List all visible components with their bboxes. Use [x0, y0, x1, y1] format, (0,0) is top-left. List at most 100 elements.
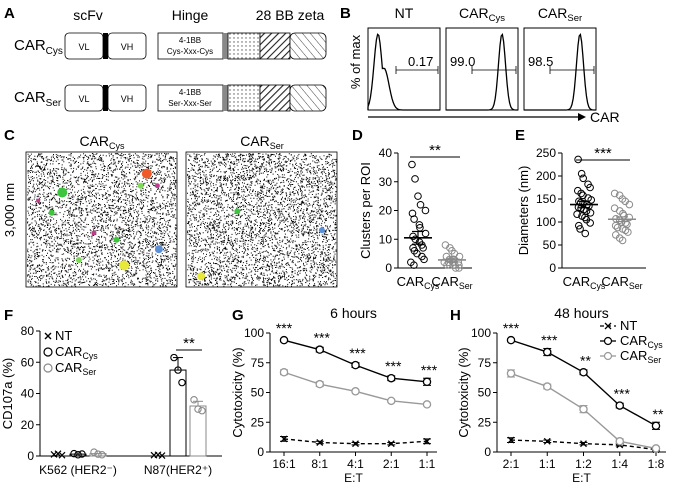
construct-name: CAR — [14, 37, 46, 54]
localization-points-ser — [187, 153, 337, 287]
data-point — [574, 155, 582, 164]
data-point — [574, 221, 583, 230]
panel-letter-g: G — [232, 307, 244, 324]
histogram-title: NT — [395, 5, 414, 21]
y-tick-label: 40 — [379, 146, 393, 160]
data-point — [581, 213, 589, 222]
data-point — [618, 236, 627, 245]
vh-label: VH — [121, 94, 134, 104]
histogram-title: CARSer — [538, 5, 583, 24]
x-tick-label: 1:4 — [611, 457, 628, 471]
x-category-label: CARCys — [397, 274, 440, 291]
y-tick-label: 50 — [478, 386, 492, 400]
y-axis-label: CD107a (%) — [0, 358, 15, 430]
data-point-x — [507, 436, 515, 444]
legend-marker — [604, 322, 612, 330]
cluster-marker — [91, 230, 97, 236]
histogram-frame — [367, 27, 441, 111]
histogram-ylabel: % of max — [348, 34, 363, 89]
panel-letter-c: C — [4, 127, 15, 144]
data-point-x — [352, 440, 359, 448]
data-point — [651, 444, 661, 453]
data-point — [279, 335, 289, 345]
4-1bb-domain — [259, 32, 291, 60]
image-title-sub: Ser — [270, 141, 284, 151]
data-point — [421, 229, 430, 238]
panel-e: E 0 50 100 150 200 250 Diameters (nm) CARCysCAR… — [515, 127, 646, 291]
bar — [169, 369, 187, 457]
significance-label: ** — [429, 142, 441, 159]
data-point — [577, 189, 586, 198]
data-point — [586, 219, 594, 227]
histogram-xlabel: CAR — [590, 109, 620, 125]
header-hinge: Hinge — [172, 7, 209, 23]
data-point — [351, 360, 360, 370]
y-tick-label: 60 — [21, 355, 35, 369]
data-point — [625, 200, 634, 209]
gate-percent: 0.17 — [408, 54, 433, 69]
construct-car-cys: CARCys VL VH 4-1BB Cys-Xxx-Cys — [14, 32, 327, 60]
data-point — [74, 450, 82, 459]
data-point — [422, 400, 432, 409]
data-point — [98, 450, 106, 459]
cluster-marker — [154, 183, 160, 189]
legend-label-base: CAR — [55, 344, 82, 359]
cluster-marker — [75, 257, 82, 263]
y-tick-label: 200 — [536, 169, 556, 183]
data-point — [543, 347, 552, 357]
legend-marker — [44, 332, 52, 340]
legend-label: CARSer — [620, 348, 661, 365]
panel-a: A scFv Hinge 28 BB zeta CARCys VL VH 4-1… — [4, 5, 327, 112]
legend-label: CARCys — [55, 344, 98, 361]
significance-label: *** — [503, 320, 520, 336]
y-tick-label: 0 — [484, 445, 491, 459]
panel-g: G 6 hours 0 25 50 75 100 Cytotoxicity (%) 16:1 8… — [230, 305, 438, 485]
gate-percent: 98.5 — [528, 54, 553, 69]
y-tick-label: 75 — [251, 356, 265, 370]
hinge-domain — [157, 32, 224, 60]
legend-marker — [603, 336, 613, 346]
histogram-title-base: CAR — [459, 5, 489, 21]
data-point — [621, 226, 630, 235]
x-tick-label: 16:1 — [272, 457, 296, 471]
header-scfv: scFv — [73, 7, 103, 23]
construct-car-ser: CARSer VL VH 4-1BB Ser-Xxx-Ser — [14, 84, 327, 112]
legend-label-base: CAR — [620, 348, 647, 363]
chart-title: 6 hours — [330, 305, 377, 321]
panel-letter-d: D — [352, 127, 363, 144]
data-point — [408, 160, 416, 169]
data-point — [577, 169, 586, 178]
data-point-x — [423, 437, 431, 445]
data-point-x — [158, 452, 166, 459]
data-point — [414, 192, 422, 200]
legend-marker — [43, 363, 53, 373]
y-tick-label: 100 — [536, 215, 556, 229]
data-point — [386, 373, 396, 383]
y-tick-label: 50 — [251, 386, 265, 400]
data-point — [408, 209, 417, 218]
legend-label-base: NT — [55, 328, 72, 343]
legend-marker — [43, 347, 53, 357]
x-tick-label: 1:1 — [539, 457, 556, 471]
panel-letter-a: A — [4, 5, 15, 22]
svg-text:CARSer: CARSer — [14, 89, 62, 109]
data-point — [386, 396, 396, 406]
legend-label: CARCys — [620, 333, 663, 350]
data-point-x — [54, 450, 62, 458]
data-point — [420, 255, 428, 264]
y-tick-label: 10 — [379, 232, 393, 246]
legend-label-base: NT — [620, 318, 637, 333]
histogram-title-base: CAR — [538, 5, 568, 21]
vh-domain — [107, 84, 147, 112]
construct-name-sub: Cys — [46, 46, 63, 57]
data-point — [90, 448, 98, 456]
cd28-domain — [227, 32, 261, 60]
vh-label: VH — [121, 42, 134, 52]
data-point-x — [387, 440, 395, 448]
significance-label: *** — [594, 145, 612, 162]
significance-label: ** — [653, 406, 664, 422]
significance-label: *** — [349, 345, 366, 361]
